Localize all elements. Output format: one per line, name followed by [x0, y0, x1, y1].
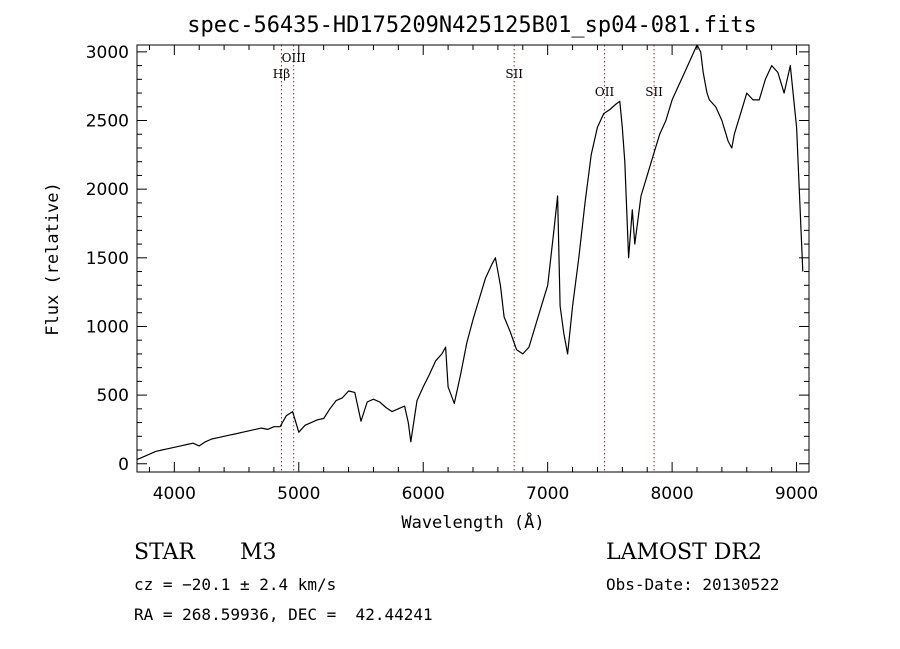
chart-title: spec-56435-HD175209N425125B01_sp04-081.f…: [187, 13, 757, 38]
plot-frame: [136, 44, 810, 473]
line-marker-label: OIII: [282, 51, 306, 65]
x-tick-label: 6000: [402, 484, 445, 504]
survey-name: LAMOST DR2: [606, 540, 762, 565]
x-tick-label: 9000: [775, 484, 818, 504]
object-class: STAR: [134, 540, 195, 565]
axis-ticks: 4000 5000 6000 7000 8000 9000 0 500 1000 1500 2000…: [86, 43, 818, 504]
object-subclass: M3: [240, 540, 277, 565]
y-tick-label: 2000: [86, 180, 129, 200]
y-tick-label: 1000: [86, 317, 129, 337]
x-tick-label: 7000: [526, 484, 569, 504]
y-tick-label: 3000: [86, 43, 129, 63]
x-tick-label: 4000: [153, 484, 196, 504]
line-marker-label: OII: [595, 85, 615, 99]
emission-line-markers: Hβ OIII SII OII SII: [273, 45, 663, 472]
observation-date: Obs-Date: 20130522: [606, 575, 780, 594]
y-tick-label: 500: [97, 386, 129, 406]
y-tick-label: 0: [118, 455, 129, 475]
spectrum-line: [136, 44, 804, 461]
coordinates-text: RA = 268.59936, DEC = 42.44241: [134, 605, 433, 624]
y-tick-label: 1500: [86, 249, 129, 269]
line-marker-label: SII: [645, 85, 663, 99]
spectrum-series: [136, 44, 804, 461]
x-tick-label: 8000: [650, 484, 693, 504]
x-tick-label: 5000: [277, 484, 320, 504]
line-marker-label: Hβ: [273, 67, 290, 81]
x-axis-label: Wavelength (Å): [401, 511, 544, 533]
y-axis-label: Flux (relative): [43, 182, 63, 336]
line-marker-label: SII: [505, 67, 523, 81]
y-tick-label: 2500: [86, 112, 129, 132]
redshift-text: cz = −20.1 ± 2.4 km/s: [134, 575, 337, 594]
